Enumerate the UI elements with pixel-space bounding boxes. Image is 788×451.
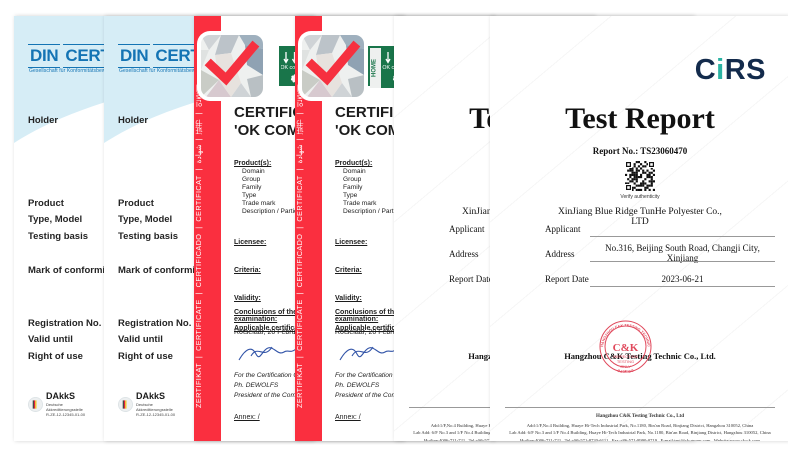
svg-text:C&K: C&K bbox=[613, 342, 639, 354]
svg-text:ONLY: ONLY bbox=[620, 364, 631, 369]
svg-text:HOME: HOME bbox=[372, 59, 378, 77]
